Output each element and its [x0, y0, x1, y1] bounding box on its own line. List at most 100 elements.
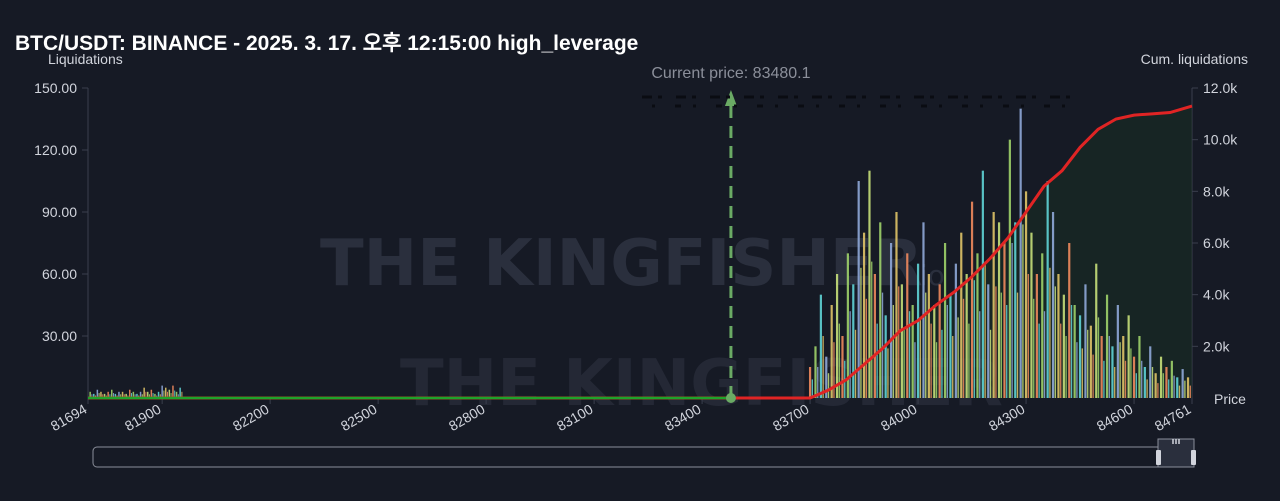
liquidation-bar [898, 286, 900, 398]
liquidation-bar [927, 274, 930, 398]
liquidation-bar [822, 336, 824, 398]
liquidation-bar [93, 393, 95, 398]
x-tick-label: 81694 [48, 401, 90, 434]
liquidation-bar [174, 390, 176, 398]
liquidation-bar [123, 394, 125, 398]
liquidation-bar [1165, 367, 1168, 398]
current-price-dot [725, 393, 736, 403]
liquidation-bar [165, 387, 167, 398]
liquidation-bar [1051, 212, 1055, 398]
liquidation-bar [962, 298, 965, 398]
liquidation-bar [1105, 294, 1109, 398]
liquidation-bar [100, 391, 102, 398]
liquidation-bar [825, 356, 828, 398]
liquidation-bar [1184, 380, 1186, 398]
right-tick-label: 8.0k [1203, 183, 1230, 199]
liquidation-bar [970, 201, 974, 398]
liquidation-bar [984, 261, 986, 398]
liquidation-bar [131, 393, 133, 398]
liquidation-bar [892, 305, 894, 398]
liquidation-bar [881, 292, 884, 398]
liquidation-bar [960, 232, 963, 398]
liquidation-bar [965, 274, 968, 398]
x-tick-label: 82200 [230, 401, 272, 434]
range-slider[interactable] [92, 438, 1196, 468]
liquidation-bar [1014, 222, 1017, 398]
dash-row [642, 95, 1072, 108]
liquidation-bar [1060, 323, 1062, 398]
liquidation-bar [129, 389, 131, 398]
liquidation-bar [1138, 336, 1141, 398]
liquidation-bar [973, 280, 975, 398]
liquidation-bar [868, 170, 871, 398]
liquidation-bar [121, 391, 124, 398]
current-price-label: Current price: 83480.1 [651, 65, 810, 82]
watermark-text-1: THE KINGFISHER [320, 227, 923, 301]
left-tick-label: 90.00 [42, 204, 77, 220]
liquidation-bar [113, 393, 115, 398]
liquidation-bar [107, 391, 109, 398]
liquidation-bar [102, 394, 104, 398]
liquidation-bar [154, 393, 156, 398]
liquidation-bar [941, 329, 943, 398]
liquidation-bar [132, 391, 135, 398]
liquidation-bar [1041, 253, 1044, 398]
liquidation-bar [1178, 385, 1181, 398]
liquidation-bar [1181, 369, 1184, 398]
liquidation-bar [91, 394, 93, 398]
range-slider-left-handle[interactable] [1156, 450, 1161, 465]
liquidation-bar [887, 348, 889, 398]
liquidation-bar [814, 346, 817, 398]
liquidation-bar [1073, 305, 1076, 398]
liquidation-bar [1087, 329, 1089, 398]
right-tick-label: 6.0k [1203, 235, 1230, 251]
liquidation-bar [1141, 360, 1143, 398]
liquidation-bar [976, 253, 979, 398]
liquidation-bar [1030, 232, 1033, 398]
liquidation-bar [1130, 348, 1132, 398]
liquidation-bar [935, 342, 938, 398]
liquidation-bar [1019, 108, 1022, 399]
liquidation-bar [1084, 284, 1087, 398]
liquidation-bar [1186, 377, 1190, 398]
liquidation-bar [1000, 292, 1002, 398]
liquidation-bar [987, 284, 990, 398]
liquidation-bar [168, 389, 171, 398]
left-ticks: 30.00 60.00 90.00 120.00 150.00 [34, 80, 88, 344]
liquidation-bar [1151, 367, 1154, 398]
right-tick-label: 4.0k [1203, 287, 1230, 303]
liquidation-bar [159, 394, 161, 398]
liquidation-bar [852, 284, 855, 398]
liquidation-bar [1035, 274, 1038, 398]
liquidation-bar [118, 391, 120, 398]
liquidation-bar [150, 389, 153, 398]
liquidation-bar [979, 311, 981, 398]
liquidation-bar [871, 261, 873, 398]
bars [89, 108, 1191, 399]
liquidation-bar [175, 391, 178, 398]
liquidation-bar [1149, 346, 1152, 398]
liquidation-bar [838, 323, 840, 398]
liquidation-bar [884, 315, 887, 398]
liquidation-bar [1173, 375, 1175, 398]
liquidation-bar [854, 329, 857, 398]
liquidation-bar [98, 393, 100, 398]
liquidation-bar [1076, 342, 1078, 398]
chart-title: BTC/USDT: BINANCE - 2025. 3. 17. 오후 12:1… [15, 32, 639, 55]
liquidation-bar [1111, 346, 1114, 398]
liquidation-bar [1011, 243, 1013, 398]
liquidation-bar [930, 323, 932, 398]
liquidation-bar [873, 274, 876, 398]
x-tick-label: 84600 [1094, 401, 1136, 434]
liquidation-bar [857, 181, 860, 398]
liquidation-bar [916, 263, 920, 398]
range-slider-right-handle[interactable] [1191, 450, 1196, 465]
range-slider-track[interactable] [92, 446, 1195, 468]
liquidation-bar [1068, 243, 1071, 398]
liquidation-bar [89, 391, 91, 398]
liquidation-bar [954, 263, 957, 398]
liquidation-bar [1043, 311, 1046, 398]
liquidation-bar [1124, 360, 1127, 398]
liquidation-bar [179, 387, 181, 398]
